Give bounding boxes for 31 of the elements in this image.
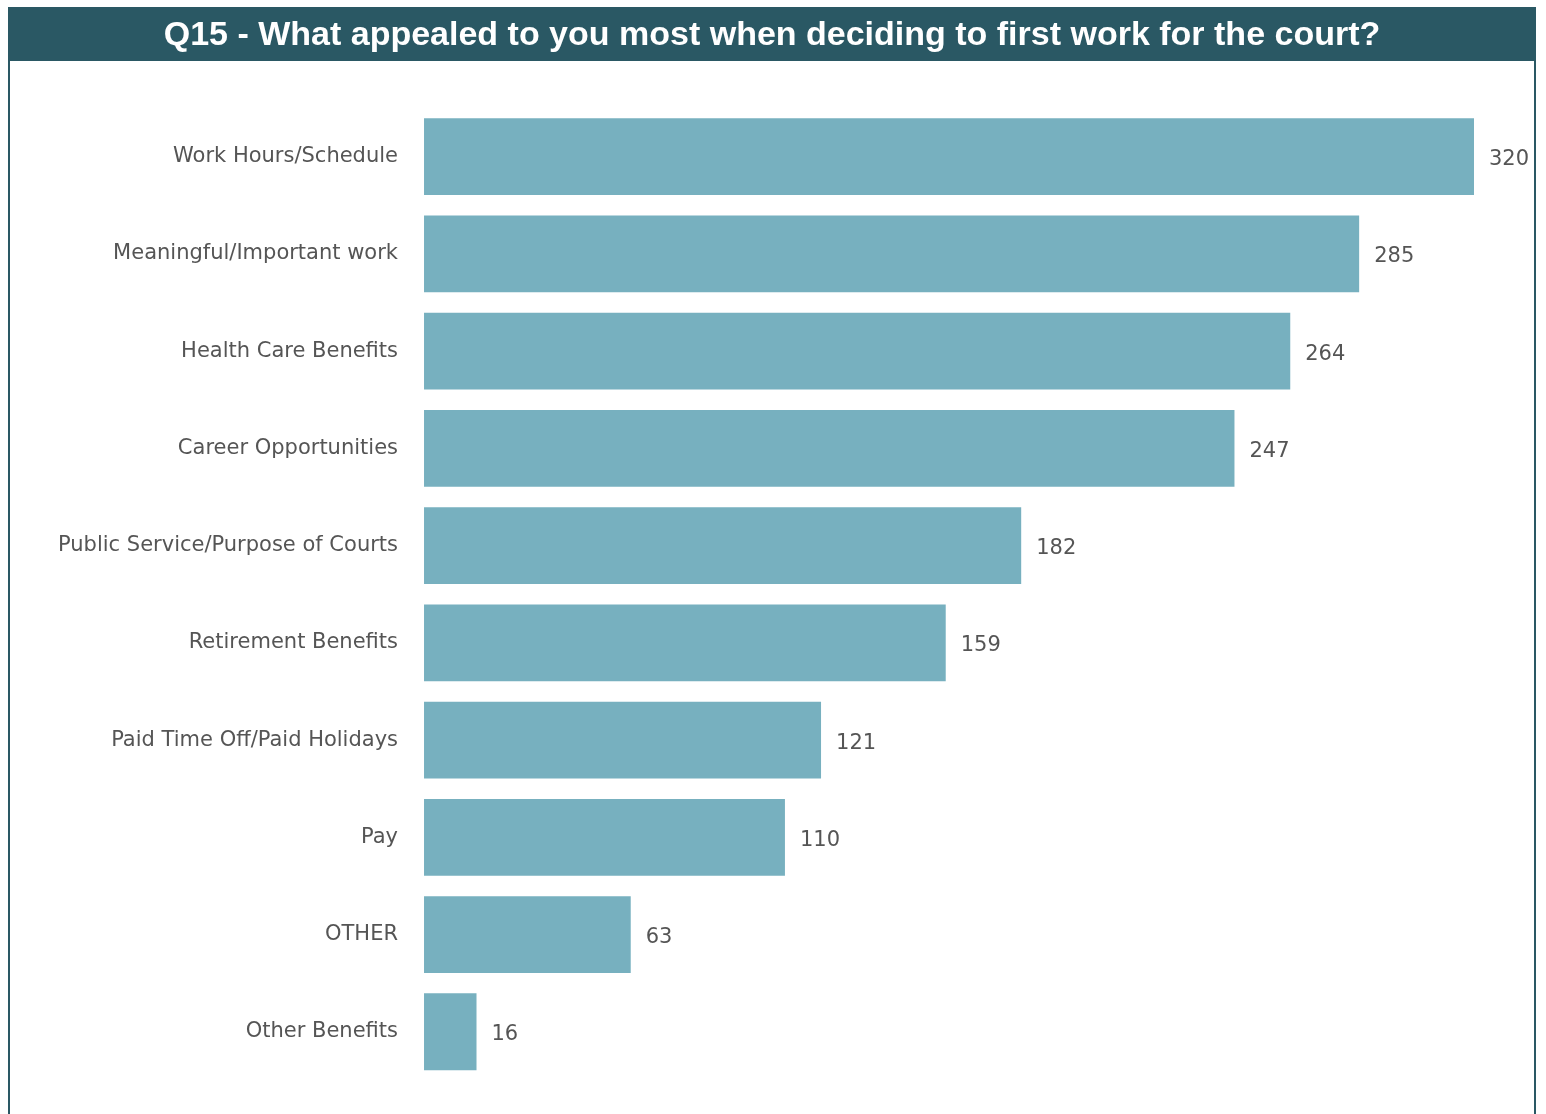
- bar: [424, 993, 477, 1071]
- bar: [424, 312, 1291, 390]
- bar: [424, 118, 1474, 196]
- data-label: 63: [645, 923, 673, 948]
- bar: [424, 798, 785, 876]
- y-tick-label: Retirement Benefits: [188, 629, 399, 654]
- data-label: 159: [960, 632, 1001, 657]
- data-label: 121: [836, 729, 877, 754]
- data-label: 182: [1036, 535, 1077, 560]
- bar: [424, 507, 1022, 584]
- bar: [424, 215, 1360, 293]
- data-label: 285: [1374, 243, 1415, 268]
- bar: [424, 604, 946, 682]
- data-label: 247: [1249, 437, 1290, 462]
- bar: [424, 409, 1235, 487]
- y-tick-label: Public Service/Purpose of Courts: [57, 532, 399, 557]
- y-tick-label: Pay: [360, 823, 399, 848]
- y-tick-label: Paid Time Off/Paid Holidays: [111, 726, 399, 751]
- y-tick-label: Career Opportunities: [177, 434, 399, 459]
- y-tick-label: Health Care Benefits: [181, 337, 399, 362]
- bar: [424, 896, 631, 973]
- data-label: 264: [1305, 340, 1346, 365]
- data-label: 16: [491, 1021, 519, 1046]
- bar: [424, 701, 822, 779]
- chart-title: Q15 - What appealed to you most when deciding to first work for the court?: [10, 9, 1534, 61]
- y-tick-label: Meaningful/Important work: [113, 240, 399, 265]
- y-tick-label: OTHER: [324, 920, 399, 945]
- data-label: 320: [1489, 146, 1530, 171]
- y-tick-label: Other Benefits: [245, 1018, 399, 1043]
- y-tick-label: Work Hours/Schedule: [173, 143, 399, 168]
- data-label: 110: [799, 826, 841, 851]
